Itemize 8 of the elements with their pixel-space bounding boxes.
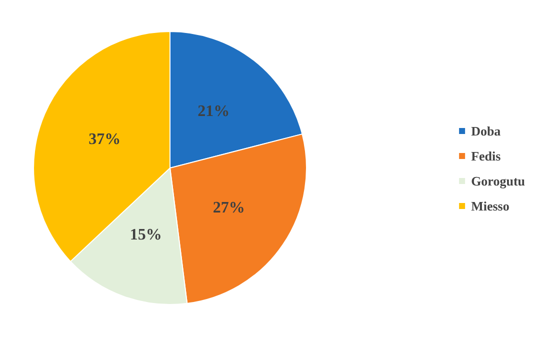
data-label: 21% [198,103,230,120]
legend-label: Fedis [471,148,501,164]
data-label: 27% [212,200,245,217]
data-label: 37% [88,131,121,148]
legend-label: Doba [471,124,502,138]
legend-label: Gorogutu [471,174,525,188]
legend-label: Miesso [471,198,510,214]
data-label: 15% [130,226,162,244]
